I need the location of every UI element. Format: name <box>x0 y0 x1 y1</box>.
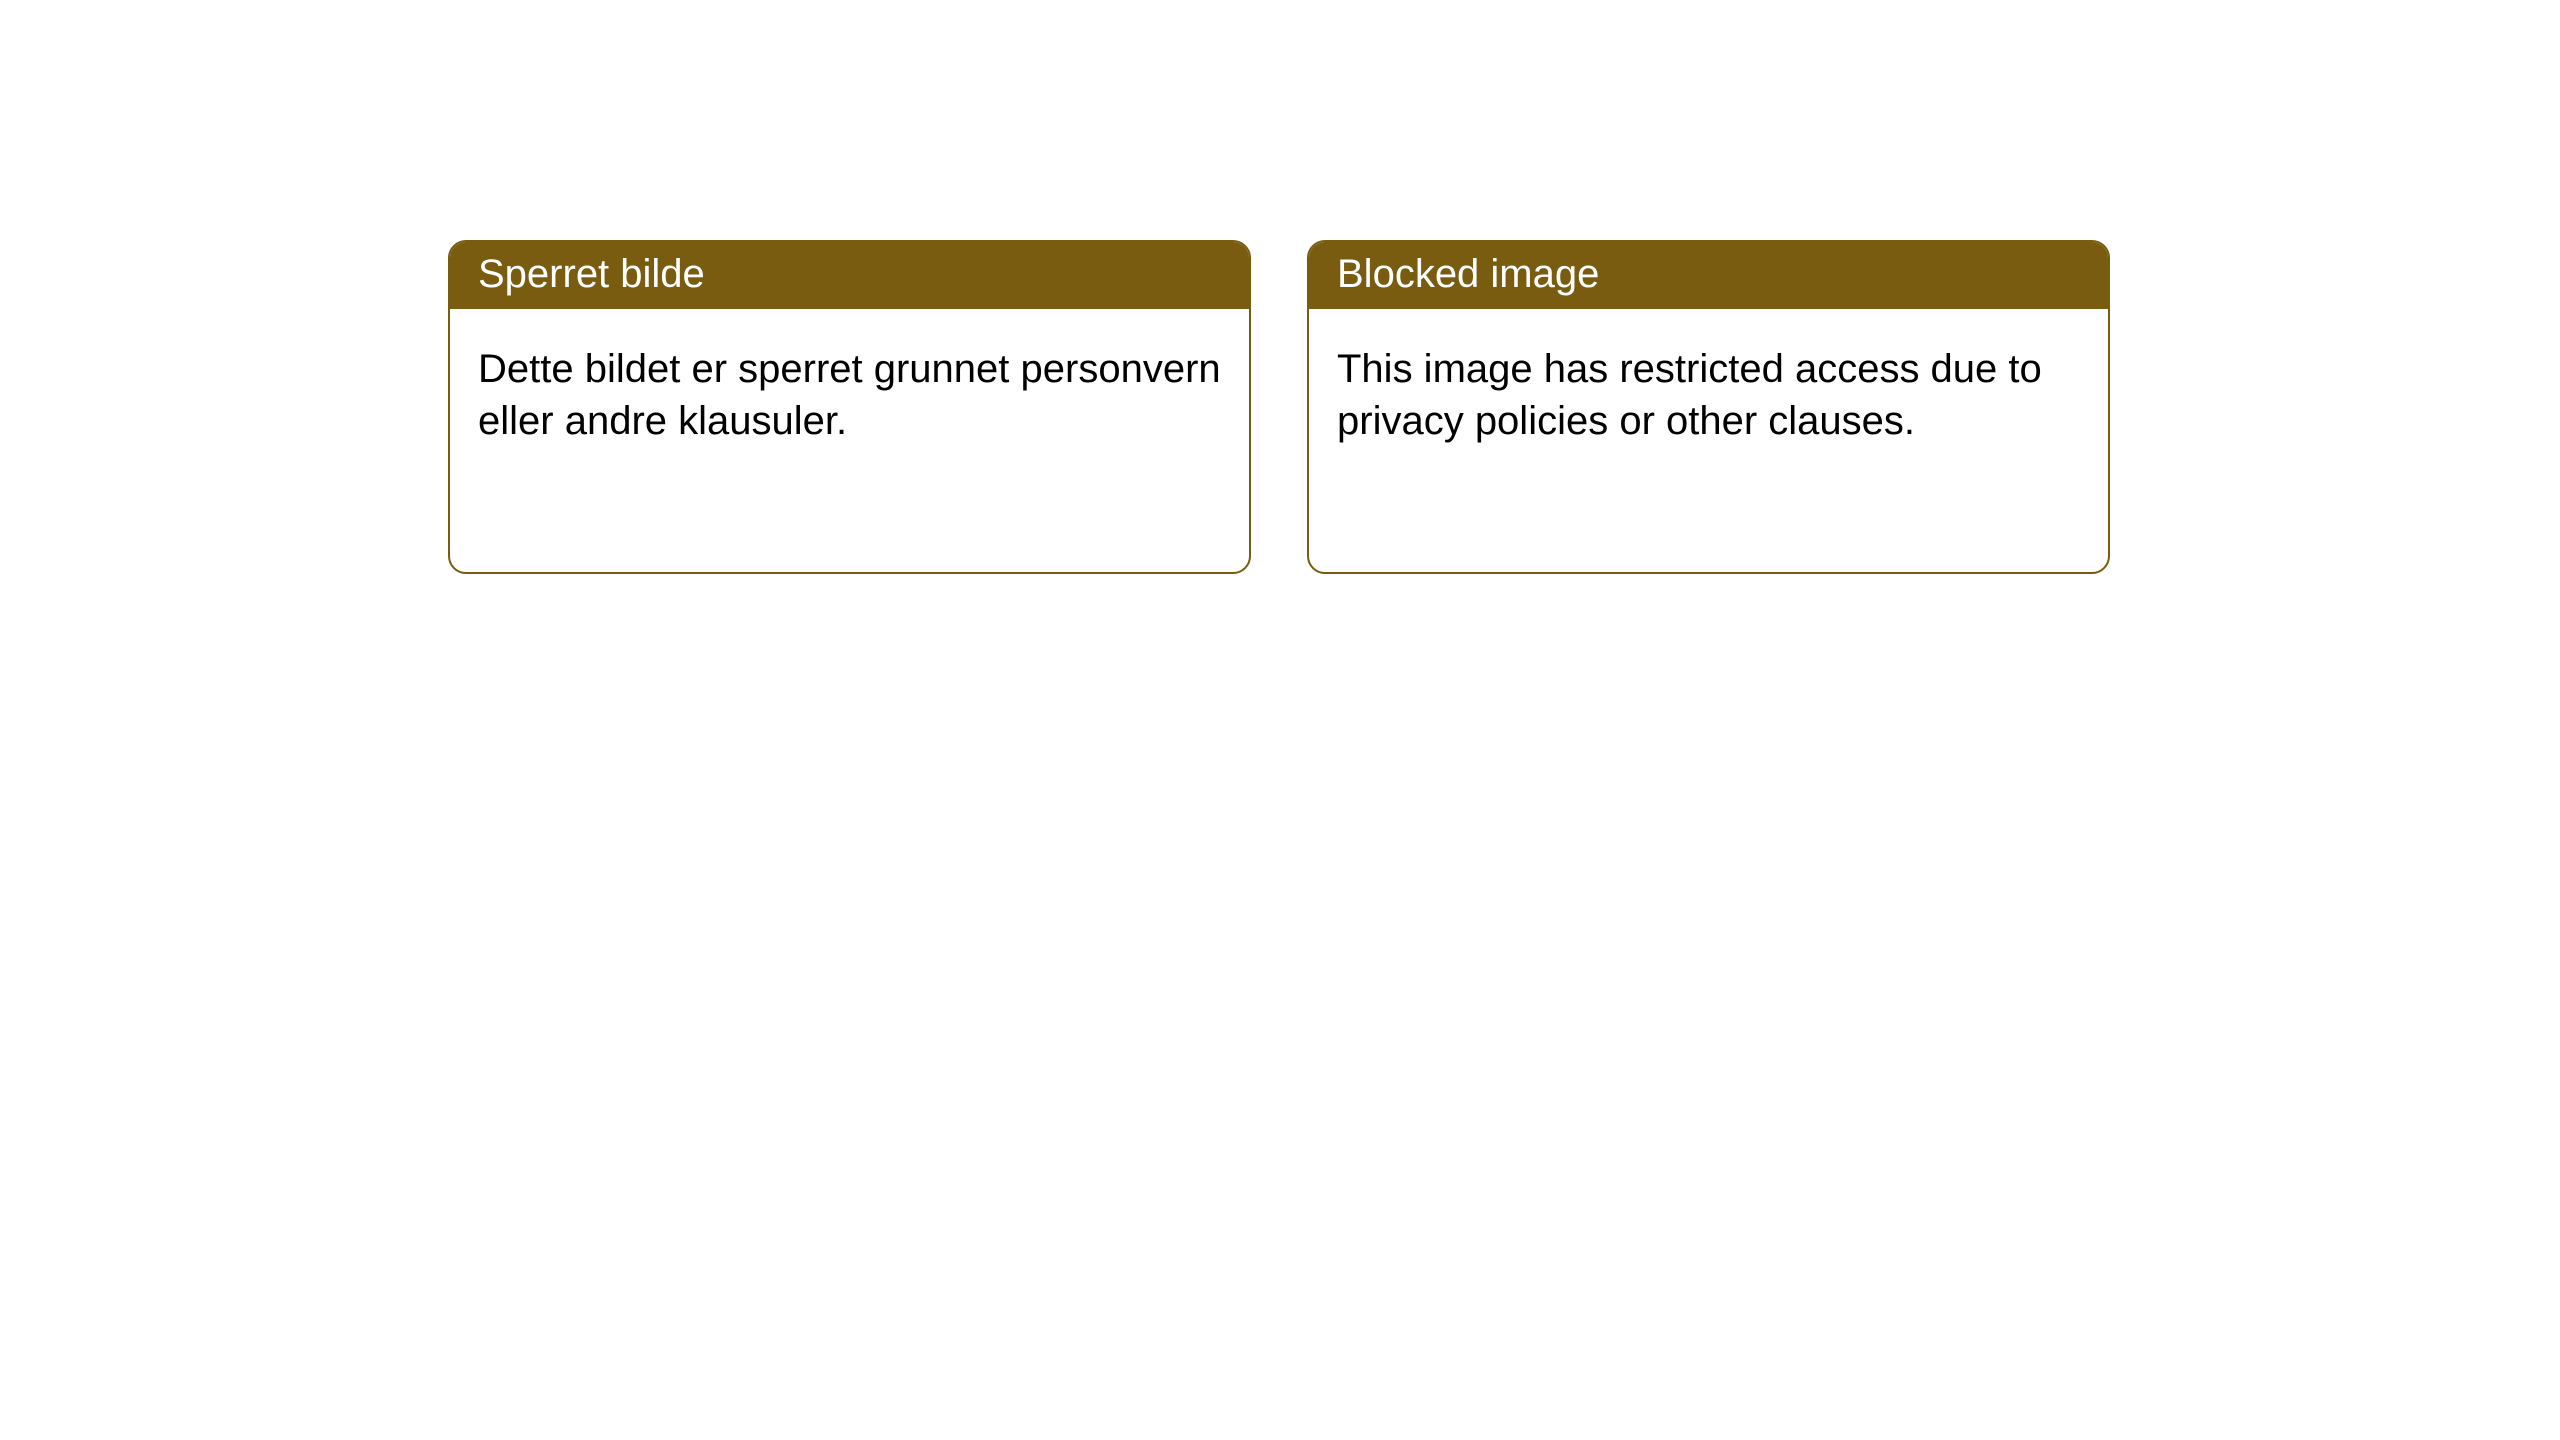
notice-card-norwegian: Sperret bilde Dette bildet er sperret gr… <box>448 240 1251 574</box>
notice-cards-container: Sperret bilde Dette bildet er sperret gr… <box>0 0 2560 574</box>
card-body-english: This image has restricted access due to … <box>1309 309 2108 475</box>
notice-card-english: Blocked image This image has restricted … <box>1307 240 2110 574</box>
card-title-english: Blocked image <box>1309 242 2108 309</box>
card-body-norwegian: Dette bildet er sperret grunnet personve… <box>450 309 1249 475</box>
card-title-norwegian: Sperret bilde <box>450 242 1249 309</box>
